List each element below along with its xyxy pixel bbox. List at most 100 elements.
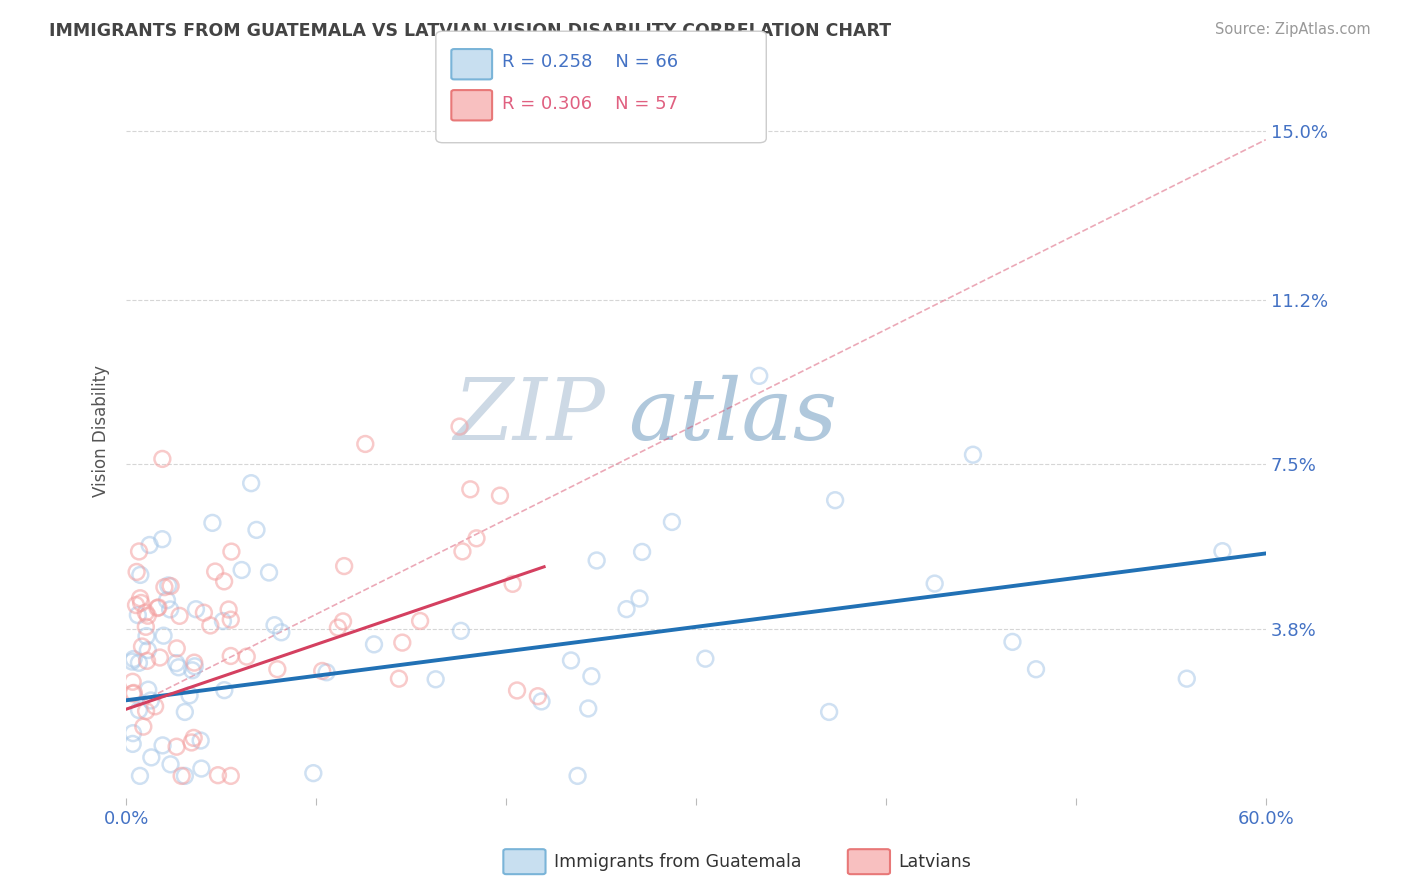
Point — [136, 682, 159, 697]
Point — [628, 591, 651, 606]
Point — [581, 669, 603, 683]
Point — [257, 566, 280, 580]
Point — [156, 593, 179, 607]
Point — [179, 689, 201, 703]
Point — [166, 739, 188, 754]
Point — [167, 660, 190, 674]
Text: atlas: atlas — [627, 375, 837, 458]
Point — [1025, 662, 1047, 676]
Point — [388, 672, 411, 686]
Point — [1001, 635, 1024, 649]
Point — [173, 705, 195, 719]
Point — [567, 769, 589, 783]
Point — [159, 602, 181, 616]
Point — [183, 659, 205, 673]
Point — [451, 544, 474, 558]
Point — [354, 437, 377, 451]
Point — [139, 693, 162, 707]
Point — [131, 640, 153, 654]
Text: Source: ZipAtlas.com: Source: ZipAtlas.com — [1215, 22, 1371, 37]
Point — [450, 624, 472, 638]
Point — [333, 559, 356, 574]
Point — [218, 602, 240, 616]
Point — [125, 565, 148, 579]
Point — [219, 613, 242, 627]
Point — [631, 545, 654, 559]
Point — [190, 762, 212, 776]
Point — [214, 683, 236, 698]
Y-axis label: Vision Disability: Vision Disability — [93, 365, 110, 497]
Point — [121, 674, 143, 689]
Point — [122, 652, 145, 666]
Point — [149, 650, 172, 665]
Point — [585, 553, 607, 567]
Point — [326, 621, 349, 635]
Text: R = 0.258    N = 66: R = 0.258 N = 66 — [502, 54, 678, 71]
Point — [129, 596, 152, 610]
Point — [150, 532, 173, 546]
Point — [219, 769, 242, 783]
Point — [302, 766, 325, 780]
Text: IMMIGRANTS FROM GUATEMALA VS LATVIAN VISION DISABILITY CORRELATION CHART: IMMIGRANTS FROM GUATEMALA VS LATVIAN VIS… — [49, 22, 891, 40]
Point — [159, 579, 181, 593]
Point — [270, 625, 292, 640]
Point — [311, 664, 333, 678]
Point — [465, 531, 488, 545]
Point — [266, 662, 288, 676]
Point — [152, 629, 174, 643]
Text: Latvians: Latvians — [898, 853, 972, 871]
Point — [128, 656, 150, 670]
Point — [695, 651, 717, 665]
Point — [127, 608, 149, 623]
Point — [560, 653, 582, 667]
Point — [143, 699, 166, 714]
Point — [332, 615, 354, 629]
Point — [141, 750, 163, 764]
Point — [193, 606, 215, 620]
Point — [204, 565, 226, 579]
Point — [235, 649, 257, 664]
Point — [616, 602, 638, 616]
Text: R = 0.306    N = 57: R = 0.306 N = 57 — [502, 95, 678, 113]
Point — [136, 643, 159, 657]
Point — [146, 601, 169, 615]
Point — [460, 483, 482, 497]
Point — [924, 576, 946, 591]
Point — [129, 568, 152, 582]
Point — [240, 476, 263, 491]
Point — [138, 538, 160, 552]
Point — [128, 544, 150, 558]
Point — [207, 768, 229, 782]
Point — [170, 769, 193, 783]
Point — [1211, 544, 1233, 558]
Point — [150, 451, 173, 466]
Point — [165, 656, 187, 670]
Point — [180, 735, 202, 749]
Point — [506, 683, 529, 698]
Point — [121, 686, 143, 700]
Point — [136, 608, 159, 623]
Point — [212, 614, 235, 628]
Point — [129, 591, 152, 606]
Point — [159, 757, 181, 772]
Point — [245, 523, 267, 537]
Point — [190, 733, 212, 747]
Point — [157, 578, 180, 592]
Point — [128, 703, 150, 717]
Point — [132, 720, 155, 734]
Point — [391, 635, 413, 649]
Point — [121, 737, 143, 751]
Point — [169, 608, 191, 623]
Point — [135, 620, 157, 634]
Point — [129, 769, 152, 783]
Point — [173, 769, 195, 783]
Point — [183, 656, 205, 670]
Point — [152, 739, 174, 753]
Point — [125, 598, 148, 612]
Point — [200, 618, 222, 632]
Text: ZIP: ZIP — [453, 375, 605, 458]
Point — [962, 448, 984, 462]
Point — [121, 655, 143, 669]
Point — [148, 600, 170, 615]
Point — [183, 731, 205, 745]
